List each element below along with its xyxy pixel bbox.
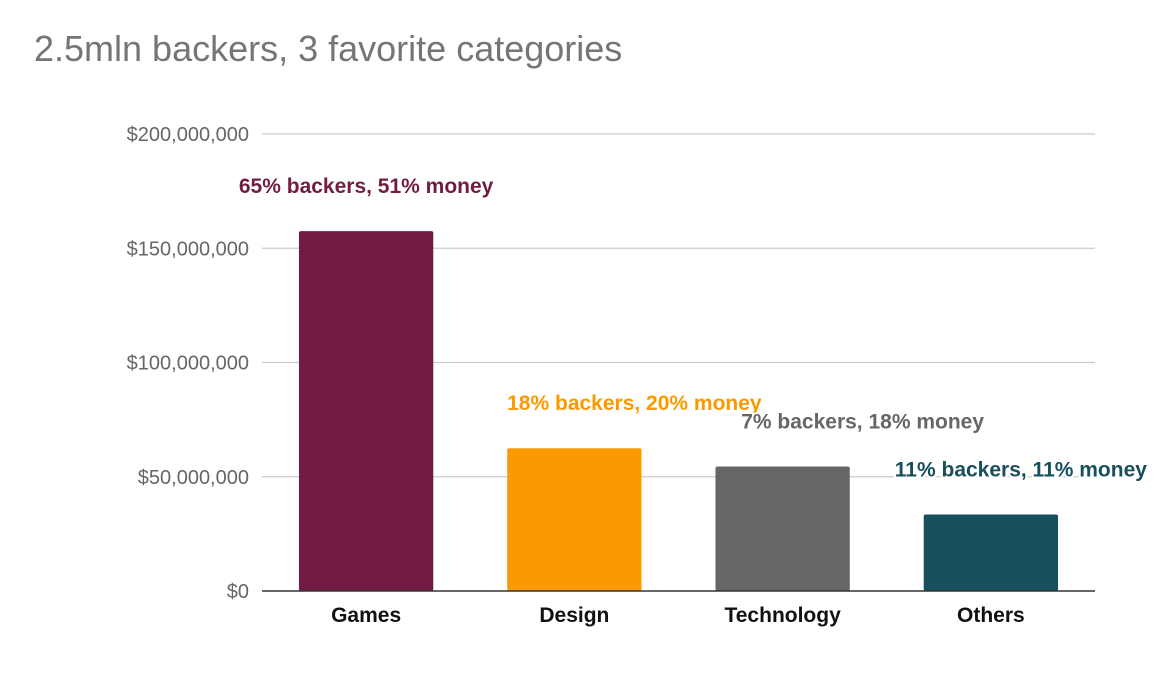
data-label: 18% backers, 20% money [507, 392, 762, 415]
bar-others [923, 514, 1059, 591]
bar-games [298, 231, 434, 592]
data-label: 11% backers, 11% money [895, 458, 1147, 481]
x-category-label: Technology [724, 604, 841, 627]
y-tick-label: $200,000,000 [127, 124, 249, 146]
y-tick-label: $100,000,000 [127, 353, 249, 375]
y-tick-label: $50,000,000 [138, 467, 249, 489]
x-category-label: Games [331, 604, 401, 627]
bar-technology [715, 466, 850, 591]
x-category-label: Design [539, 604, 609, 627]
data-label: 7% backers, 18% money [741, 410, 984, 433]
chart-title: 2.5mln backers, 3 favorite categories [34, 28, 623, 69]
bar-design [507, 448, 642, 591]
y-tick-label: $150,000,000 [127, 238, 249, 260]
data-label: 65% backers, 51% money [239, 175, 494, 198]
y-tick-label: $0 [227, 581, 249, 603]
x-category-label: Others [957, 604, 1025, 627]
